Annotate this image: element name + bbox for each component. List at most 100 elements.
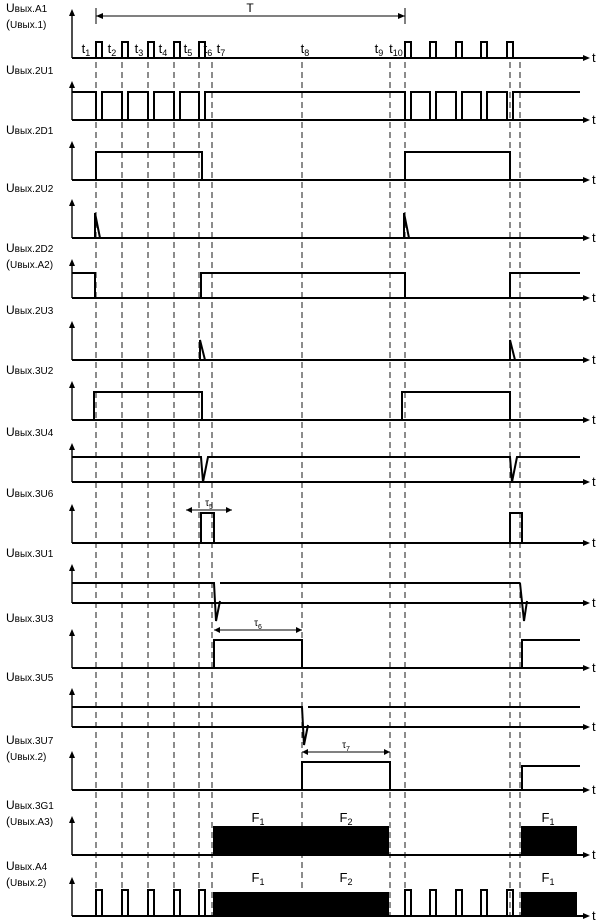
clock-pulse	[429, 889, 437, 916]
waveform	[404, 151, 511, 180]
time-axis-label: t	[592, 782, 596, 797]
spike	[519, 582, 528, 622]
waveform	[72, 91, 580, 121]
time-axis-label: t	[592, 535, 596, 550]
signal-label-secondary: (Uвых.2)	[6, 875, 46, 889]
axis-arrow-up	[69, 199, 75, 206]
clock-pulse	[198, 889, 206, 916]
waveform	[72, 272, 96, 298]
time-axis-label: t	[592, 290, 596, 305]
signal-label: Uвых.3U1	[6, 546, 54, 560]
axis-arrow-right	[583, 55, 590, 61]
signal-label: Uвых.2U3	[6, 303, 54, 317]
signal-label: Uвых.3U6	[6, 486, 54, 500]
signal-label-secondary: (Uвых.A2)	[6, 257, 53, 271]
axis-arrow-up	[69, 81, 75, 88]
axis-arrow-up	[69, 259, 75, 266]
axis-arrow-right	[583, 540, 590, 546]
axis-arrow-right	[583, 295, 590, 301]
axis-arrow-up	[69, 504, 75, 511]
clock-pulse	[480, 889, 488, 916]
waveform	[200, 512, 215, 543]
waveform	[509, 512, 523, 543]
time-axis-label: t	[592, 172, 596, 187]
signal-label: Uвых.3U2	[6, 363, 54, 377]
arrow-head	[296, 627, 302, 633]
time-mark-label: t3	[135, 41, 144, 58]
time-axis-label: t	[592, 908, 596, 923]
clock-pulse	[147, 41, 155, 58]
signal-label-secondary: (Uвых.A3)	[6, 814, 53, 828]
signal-axes	[69, 9, 590, 919]
freq-label-f1: F1	[542, 870, 555, 887]
axis-arrow-up	[69, 877, 75, 884]
freq-label-f2: F2	[340, 810, 353, 827]
axis-arrow-up	[69, 381, 75, 388]
axis-arrow-up	[69, 688, 75, 695]
clock-pulse	[506, 41, 514, 58]
axis-arrow-right	[583, 787, 590, 793]
tau7-label: τ7	[342, 740, 350, 753]
freq-label-f1: F1	[252, 810, 265, 827]
waveform	[301, 761, 391, 790]
signal-label: Uвых.2U1	[6, 63, 54, 77]
arrow-head	[186, 507, 192, 513]
time-axis-label: t	[592, 50, 596, 65]
spike	[403, 212, 410, 239]
signal-label: Uвых.2D1	[6, 123, 54, 137]
axis-arrow-right	[583, 600, 590, 606]
oscillator-burst	[521, 892, 577, 916]
signal-labels: t t t t t t t t t t t t t t t Uвых.A1 (Uвых.1) Uвых.2U1 Uв…	[6, 1, 596, 923]
clock-pulse	[173, 41, 181, 58]
time-axis-label: t	[592, 847, 596, 862]
time-mark-label: t2	[108, 41, 117, 58]
clock-pulse	[455, 41, 463, 58]
time-axis-label: t	[592, 719, 596, 734]
axis-arrow-right	[583, 357, 590, 363]
axis-arrow-up	[69, 141, 75, 148]
signal-label: Uвых.A1	[6, 1, 48, 15]
oscillator-burst	[521, 826, 577, 855]
time-axis-label: t	[592, 412, 596, 427]
freq-label-f1: F1	[252, 870, 265, 887]
signal-label-secondary: (Uвых.2)	[6, 749, 46, 763]
annotations: Tt1 t2 t3 t4 t5 t6 t7 t8 t9 t10 τ5 τ6 τ7 F1 F2 F1 F1 F2 F1	[82, 1, 555, 887]
axis-arrow-right	[583, 665, 590, 671]
freq-label-f1: F1	[542, 810, 555, 827]
clock-pulse	[147, 889, 155, 916]
time-mark-label: t5	[184, 41, 193, 58]
time-mark-label: t8	[301, 41, 310, 58]
tau5-label: τ5	[205, 498, 213, 511]
clock-pulse	[455, 889, 463, 916]
axis-arrow-right	[583, 724, 590, 730]
spike	[509, 339, 516, 361]
axis-arrow-right	[583, 852, 590, 858]
axis-arrow-up	[69, 321, 75, 328]
axis-arrow-right	[583, 479, 590, 485]
period-label: T	[246, 1, 254, 15]
clock-pulse	[506, 889, 514, 916]
spike	[199, 339, 206, 361]
axis-arrow-right	[583, 913, 590, 919]
clock-pulse	[95, 41, 103, 58]
axis-arrow-right	[583, 417, 590, 423]
freq-label-f2: F2	[340, 870, 353, 887]
waveform	[401, 391, 511, 420]
axis-arrow-up	[69, 443, 75, 450]
waveform	[509, 272, 580, 298]
clock-pulse	[480, 41, 488, 58]
axis-arrow-up	[69, 9, 75, 16]
signal-label: Uвых.2D2	[6, 241, 54, 255]
time-mark-label: t1	[82, 41, 91, 58]
time-guide-lines	[95, 62, 521, 916]
waveform	[93, 391, 203, 420]
clock-pulse	[173, 889, 181, 916]
waveform	[72, 456, 580, 483]
arrow-head	[384, 749, 390, 755]
clock-pulse	[121, 889, 129, 916]
signal-label: Uвых.2U2	[6, 181, 54, 195]
clock-pulse	[121, 41, 129, 58]
waveform	[521, 639, 580, 668]
time-axis-label: t	[592, 230, 596, 245]
